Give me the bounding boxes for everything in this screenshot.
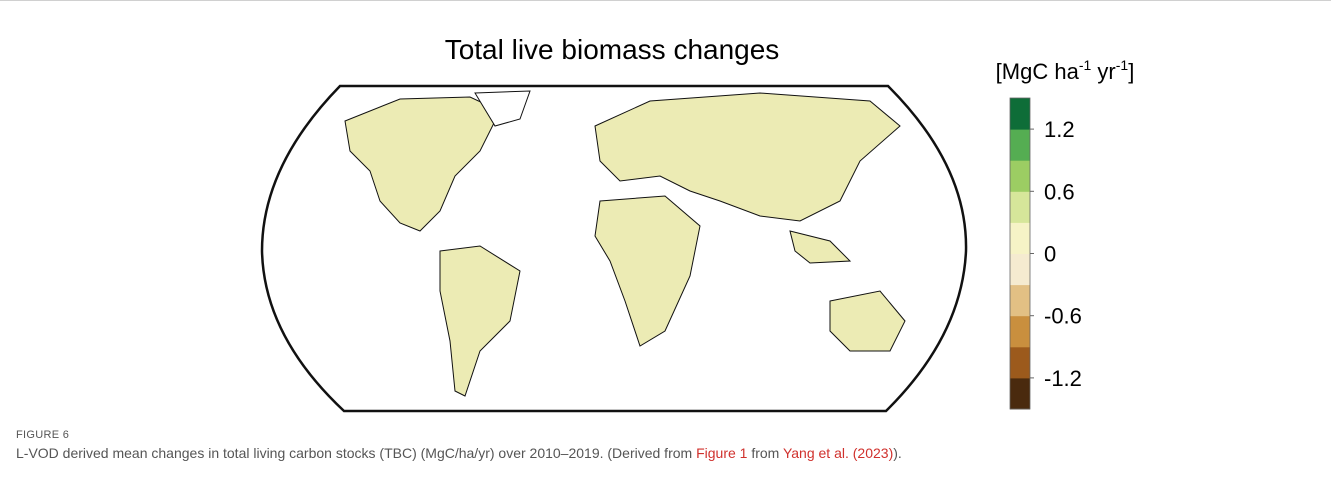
caption-part: from: [747, 445, 783, 461]
caption-part: ).: [893, 445, 902, 461]
eurasia: [594, 92, 901, 222]
caption-part: L-VOD derived mean changes in total livi…: [16, 445, 697, 461]
south-america: [439, 245, 521, 397]
colorbar-tick-label: 1.2: [1044, 117, 1075, 142]
unit-part: -1: [1079, 57, 1092, 73]
africa: [594, 195, 701, 347]
colorbar-bin: [1010, 191, 1030, 223]
unit-part: -1: [1116, 57, 1129, 73]
colorbar-tick-label: -1.2: [1044, 366, 1082, 391]
colorbar-bin: [1010, 346, 1030, 379]
caption-text: L-VOD derived mean changes in total livi…: [16, 445, 902, 461]
colorbar-tick-label: -0.6: [1044, 304, 1082, 329]
figure: Total live biomass changes [MgC ha-1 yr-…: [260, 34, 1135, 413]
colorbar-bin: [1010, 315, 1030, 348]
caption-link[interactable]: Figure 1: [696, 445, 748, 461]
colorbar-bin: [1010, 222, 1030, 254]
colorbar-bin: [1010, 284, 1030, 317]
figure-title: Total live biomass changes: [445, 34, 780, 65]
caption-label: FIGURE 6: [16, 429, 70, 441]
colorbar-tick-label: 0.6: [1044, 179, 1075, 204]
unit-part: [MgC ha: [996, 59, 1080, 84]
colorbar-bin: [1010, 129, 1030, 161]
map: [260, 84, 968, 413]
colorbar-bin: [1010, 377, 1030, 410]
southeast-asia: [789, 230, 852, 264]
unit-label: [MgC ha-1 yr-1]: [996, 57, 1135, 84]
unit-part: ]: [1128, 59, 1134, 84]
australia: [829, 290, 906, 352]
north-america: [344, 96, 501, 232]
caption-link[interactable]: Yang et al. (2023): [782, 445, 894, 461]
colorbar-tick-label: 0: [1044, 242, 1056, 267]
caption: FIGURE 6 L-VOD derived mean changes in t…: [16, 429, 902, 461]
colorbar-bin: [1010, 253, 1030, 286]
colorbar: 1.2 0.6 0 -0.6 -1.2: [1009, 97, 1082, 410]
colorbar-bin: [1010, 160, 1030, 192]
unit-part: yr: [1091, 59, 1115, 84]
greenland: [474, 90, 531, 127]
colorbar-bin: [1010, 98, 1030, 130]
